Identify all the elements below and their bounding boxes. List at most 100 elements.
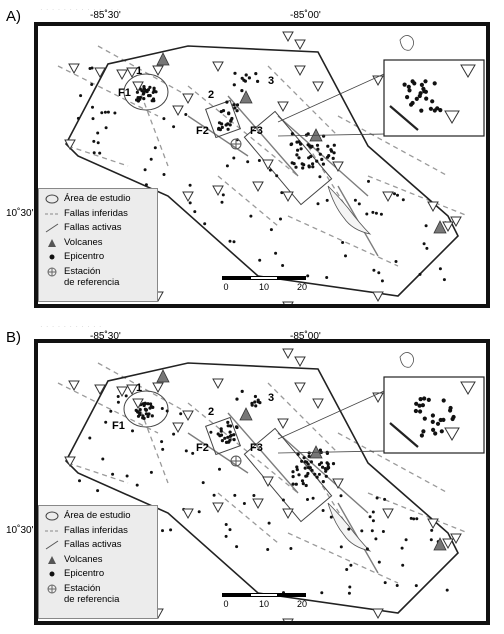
zone-rectangle [205, 416, 241, 456]
station-triangle [212, 185, 224, 197]
epicenter-dot [320, 591, 324, 595]
inset-epicenter-dot [405, 95, 410, 100]
epicenter-dot [147, 412, 151, 416]
station-triangle [172, 422, 184, 434]
epicenter-dot [148, 406, 152, 410]
station-triangle [282, 191, 294, 203]
epicenter-dot [313, 472, 317, 476]
epicenter-dot [319, 461, 323, 465]
inset-epicenter-dot [419, 108, 424, 113]
inset-epicenter-dot [422, 416, 427, 421]
epicenter-dot [374, 537, 378, 541]
epicenter-dot [135, 98, 139, 102]
epicenter-dot [161, 447, 165, 451]
epicenter-dot [142, 85, 146, 89]
zone-label-f1: F1 [112, 420, 125, 432]
scale-segment [278, 593, 306, 597]
panel-label: B) [6, 329, 21, 346]
legend-item-station: Estación [45, 584, 100, 594]
epicenter-dot [324, 474, 328, 478]
epicenter-dot [76, 116, 80, 120]
epicenter-dot [302, 456, 306, 460]
epicenter-dot [296, 148, 300, 152]
epicenter-dot [316, 147, 320, 151]
epicenter-dot [306, 498, 309, 501]
panel-a: · · · · · · · · · · · · · · A) -85˚30' -… [6, 5, 490, 308]
epicenter-dot [295, 465, 299, 469]
epicenter-dot [148, 85, 152, 89]
scale-segment [222, 276, 250, 280]
inset-epicenter-dot [414, 96, 419, 101]
epicenter-dot [424, 224, 428, 228]
legend-symbol-icon [45, 267, 59, 277]
epicenter-dot [249, 214, 253, 218]
volcano-triangle [156, 52, 170, 66]
station-triangle [152, 65, 164, 77]
epicenter-dot [383, 497, 387, 501]
station-triangle [277, 101, 289, 113]
epicenter-dot [306, 143, 310, 147]
epicenter-dot [268, 168, 272, 172]
legend-item-area: Área de estudio [45, 194, 131, 204]
inferred-fault-line [287, 215, 399, 267]
volcano-triangle [433, 220, 447, 234]
scale-bar: 0 10 20 [222, 593, 307, 609]
epicenter-dot [383, 581, 387, 585]
epicenter-dot [232, 83, 236, 87]
epicenter-dot [225, 164, 229, 168]
lon-label-left: -85˚30' [90, 331, 121, 342]
epicenter-dot [224, 523, 228, 526]
epicenter-dot [438, 267, 442, 271]
epicenter-dot [151, 91, 155, 94]
station-triangle [262, 159, 274, 171]
inset-epicenter-dot [413, 408, 418, 414]
epicenter-dot [395, 584, 399, 587]
epicenter-dot [220, 125, 224, 129]
epicenter-dot [327, 466, 331, 470]
station-triangle [372, 392, 384, 404]
station-triangle [442, 221, 454, 233]
epicenter-dot [203, 222, 207, 226]
epicenter-dot [289, 142, 293, 147]
inferred-fault-line [307, 462, 359, 544]
epicenter-dot [150, 414, 154, 418]
inset-epicenter-dot [430, 99, 435, 104]
epicenter-dot [315, 159, 319, 163]
zone-ellipse [123, 73, 169, 111]
inset-epicenter-dot [419, 433, 424, 438]
inset-epicenter-dot [422, 396, 427, 401]
epicenter-dot [124, 394, 128, 398]
epicenter-dot [111, 472, 115, 476]
legend-symbol-icon [45, 223, 59, 233]
inset-fault [389, 422, 419, 448]
volcano-triangle [156, 369, 170, 383]
volcano-triangle [239, 407, 253, 421]
epicenter-dot [219, 429, 223, 433]
epicenter-dot [220, 122, 224, 126]
epicenter-dot [227, 112, 231, 116]
epicenter-dot [409, 516, 413, 520]
inset-epicenter-dot [430, 419, 435, 424]
epicenter-dot [144, 183, 148, 187]
epicenter-dot [240, 389, 244, 393]
legend-label: Fallas inferidas [64, 524, 128, 536]
lake-outline [327, 185, 372, 235]
epicenter-dot [374, 211, 378, 215]
epicenter-dot [91, 117, 95, 121]
zone-label-f3: F3 [250, 442, 263, 454]
epicenter-dot [229, 424, 233, 428]
epicenter-dot [228, 438, 232, 442]
epicenter-dot [244, 73, 248, 77]
inset-epicenter-dot [432, 108, 437, 113]
epicenter-dot [151, 405, 155, 409]
epicenter-dot [225, 100, 229, 104]
station-triangle [182, 191, 194, 203]
epicenter-dot [142, 403, 146, 408]
legend-label: Volcanes [64, 553, 103, 565]
epicenter-dot [243, 79, 247, 83]
epicenter-dot [254, 404, 258, 408]
epicenter-dot [201, 481, 205, 485]
epicenter-dot [306, 471, 310, 476]
epicenter-dot [92, 151, 96, 155]
epicenter-dot [349, 563, 353, 567]
